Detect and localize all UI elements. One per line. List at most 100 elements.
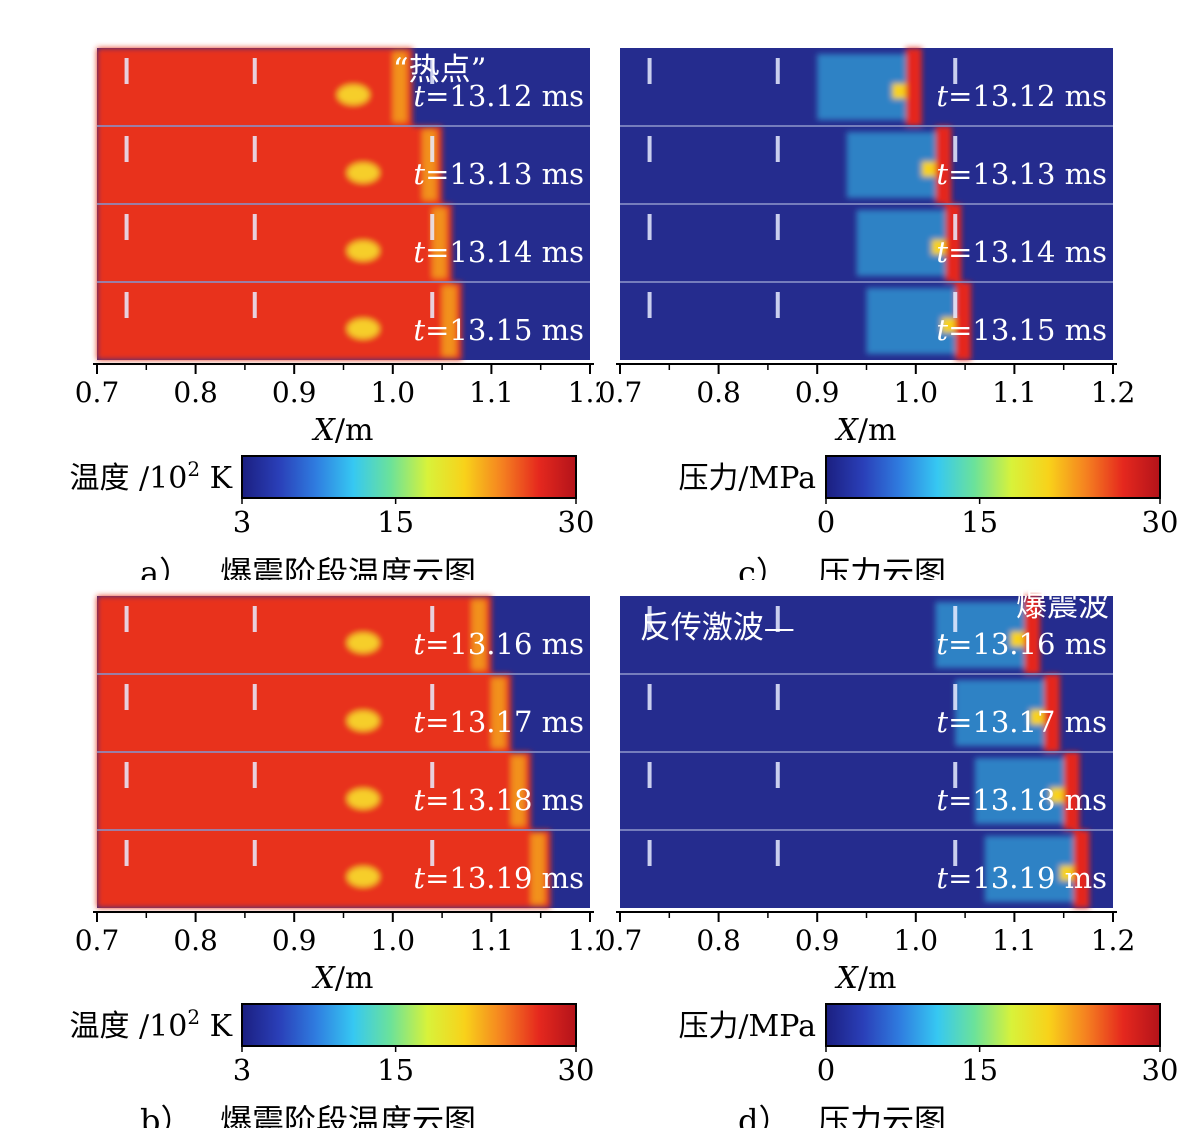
- wall-marker: [430, 214, 435, 240]
- time-label: t=13.17 ms: [936, 705, 1107, 739]
- hot-spot: [347, 710, 380, 731]
- wall-marker: [953, 762, 958, 788]
- hot-spot: [347, 632, 380, 653]
- panel-caption: c） 压力云图: [738, 554, 946, 580]
- x-tick-label: 0.9: [272, 924, 317, 957]
- time-label: t=13.16 ms: [936, 627, 1107, 661]
- wall-marker: [775, 606, 780, 632]
- hot-gas-region: [97, 596, 492, 674]
- time-label: t=13.19 ms: [936, 861, 1107, 895]
- panel-caption: d） 压力云图: [738, 1102, 946, 1128]
- time-label: t=13.13 ms: [413, 157, 584, 191]
- x-tick-label: 1.2: [1091, 376, 1136, 409]
- panel-d: t=13.16 ms t=13.17 ms t=13.18 ms t=13.19 ms…: [600, 588, 1179, 1128]
- colorbar-tick-label: 15: [961, 505, 998, 539]
- time-label: t=13.14 ms: [413, 235, 584, 269]
- annotation-label: 反传激波—: [640, 610, 795, 646]
- caption-text: 压力云图: [818, 1102, 946, 1128]
- time-label: t=13.18 ms: [936, 783, 1107, 817]
- panel-caption: a） 爆震阶段温度云图: [140, 554, 476, 580]
- caption-letter: a）: [140, 554, 191, 580]
- x-axis: 0.7 0.8 0.9 1.0 1.1 1.2 X/m: [75, 363, 600, 448]
- wall-marker: [252, 58, 257, 84]
- time-label: t=13.13 ms: [936, 157, 1107, 191]
- wall-marker: [252, 840, 257, 866]
- wall-marker: [647, 292, 652, 318]
- x-tick-label: 1.1: [469, 376, 514, 409]
- time-label: t=13.17 ms: [413, 705, 584, 739]
- x-tick-label: 1.2: [1091, 924, 1136, 957]
- x-tick-label: 0.7: [600, 924, 642, 957]
- x-tick-label: 1.0: [894, 924, 939, 957]
- time-label: t=13.15 ms: [413, 313, 584, 347]
- colorbar-tick-label: 15: [961, 1053, 998, 1087]
- wall-marker: [647, 136, 652, 162]
- wall-marker: [252, 136, 257, 162]
- panel-b: t=13.16 ms t=13.17 ms t=13.18 ms t=13.19 ms…: [69, 596, 600, 1128]
- wall-marker: [252, 762, 257, 788]
- wall-marker: [775, 136, 780, 162]
- detonation-front: [1024, 596, 1041, 674]
- x-tick-label: 0.8: [696, 924, 741, 957]
- contour-field: [97, 596, 590, 908]
- x-axis: 0.7 0.8 0.9 1.0 1.1 1.2 X/m: [600, 911, 1136, 996]
- caption-letter: b）: [140, 1102, 193, 1128]
- hot-spot: [347, 866, 380, 887]
- caption-text: 压力云图: [818, 554, 946, 580]
- hot-gas-region: [97, 830, 551, 908]
- wall-marker: [124, 214, 129, 240]
- hot-spot: [347, 788, 380, 809]
- x-axis-title: X/m: [312, 961, 374, 996]
- wall-marker: [252, 292, 257, 318]
- detonation-front: [1043, 674, 1060, 752]
- colorbar-tick-label: 0: [817, 505, 835, 539]
- colorbar-label: 压力/MPa: [678, 1009, 816, 1044]
- wall-marker: [252, 214, 257, 240]
- detonation-front: [905, 48, 922, 126]
- caption-letter: c）: [738, 554, 788, 580]
- wall-marker: [953, 840, 958, 866]
- x-tick-label: 1.1: [469, 924, 514, 957]
- detonation-front: [1073, 830, 1090, 908]
- colorbar-tick-label: 30: [558, 505, 595, 539]
- colorbar: 温度 /102 K3 15 30: [69, 455, 595, 539]
- wall-marker: [647, 606, 652, 632]
- hot-gas-region: [97, 674, 512, 752]
- colorbar-label: 温度 /102 K: [69, 1005, 232, 1044]
- detonation-front: [1063, 752, 1080, 830]
- wall-marker: [430, 840, 435, 866]
- colorbar-tick-label: 15: [377, 1053, 414, 1087]
- contour-field: [97, 48, 590, 360]
- wall-marker: [430, 292, 435, 318]
- wall-marker: [953, 606, 958, 632]
- wall-marker: [647, 214, 652, 240]
- caption-letter: d）: [738, 1102, 791, 1128]
- wall-marker: [647, 840, 652, 866]
- wall-marker: [775, 840, 780, 866]
- colorbar-label: 温度 /102 K: [69, 457, 232, 496]
- x-tick-label: 1.0: [371, 924, 416, 957]
- time-label: t=13.19 ms: [413, 861, 584, 895]
- wall-marker: [775, 762, 780, 788]
- x-tick-label: 0.7: [75, 376, 120, 409]
- x-tick-label: 0.8: [696, 376, 741, 409]
- wall-marker: [647, 762, 652, 788]
- caption-text: 爆震阶段温度云图: [220, 1102, 476, 1128]
- colorbar-tick-label: 30: [1142, 1053, 1179, 1087]
- wall-marker: [647, 58, 652, 84]
- colorbar-tick-label: 3: [233, 1053, 251, 1087]
- x-tick-label: 0.7: [600, 376, 642, 409]
- x-tick-label: 0.8: [173, 376, 218, 409]
- time-label: t=13.15 ms: [936, 313, 1107, 347]
- hot-gas-region: [97, 282, 462, 360]
- contour-field: [620, 596, 1113, 908]
- hot-gas-region: [97, 126, 443, 204]
- x-tick-label: 1.2: [568, 376, 600, 409]
- wall-marker: [775, 214, 780, 240]
- colorbar: 温度 /102 K3 15 30: [69, 1003, 594, 1087]
- colorbar-label: 压力/MPa: [678, 461, 816, 496]
- colorbar-tick-label: 15: [377, 505, 414, 539]
- x-tick-label: 1.1: [992, 924, 1037, 957]
- wall-marker: [252, 684, 257, 710]
